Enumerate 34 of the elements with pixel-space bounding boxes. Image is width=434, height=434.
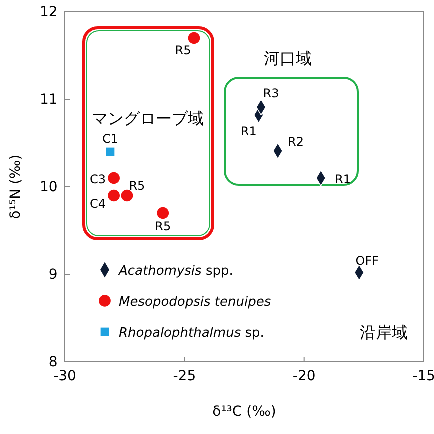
point [108, 190, 120, 202]
annotation: C3 [90, 172, 106, 186]
annotation: C1 [102, 132, 118, 146]
annotation: マングローブ域 [92, 109, 204, 128]
y-tick-label: 10 [40, 179, 58, 196]
annotation: R5 [129, 178, 146, 193]
y-tick-label: 9 [48, 266, 58, 283]
annotation: OFF [356, 254, 380, 268]
y-tick-label: 8 [48, 354, 58, 370]
legend-label: Mesopodopsis tenuipes [119, 295, 272, 310]
annotation: C4 [90, 196, 106, 211]
point [188, 32, 200, 44]
point [157, 207, 170, 220]
annotation: R1 [240, 124, 257, 138]
point [121, 190, 134, 202]
x-tick-label: -25 [173, 368, 196, 384]
point [108, 172, 120, 184]
x-tick-label: -30 [54, 368, 76, 384]
x-tick-label: -15 [412, 368, 434, 384]
y-axis-title: δ¹⁵N (‰) [8, 154, 24, 220]
annotation: 沿岸域 [360, 323, 408, 342]
annotation: R5 [175, 43, 192, 58]
y-tick-label: 12 [40, 4, 58, 20]
annotation: R1 [335, 172, 352, 186]
point [106, 148, 115, 156]
annotation: R3 [263, 86, 280, 100]
x-tick-label: -20 [292, 368, 316, 384]
annotation: 河口域 [264, 49, 312, 68]
legend-label: Acathomysis spp. [118, 264, 234, 279]
x-axis-title: δ¹³C (‰) [212, 404, 276, 420]
y-tick-label: 11 [40, 92, 58, 108]
annotation: R5 [155, 219, 172, 234]
legend-label: Rhopalophthalmus sp. [119, 326, 264, 341]
annotation: R2 [288, 135, 304, 150]
